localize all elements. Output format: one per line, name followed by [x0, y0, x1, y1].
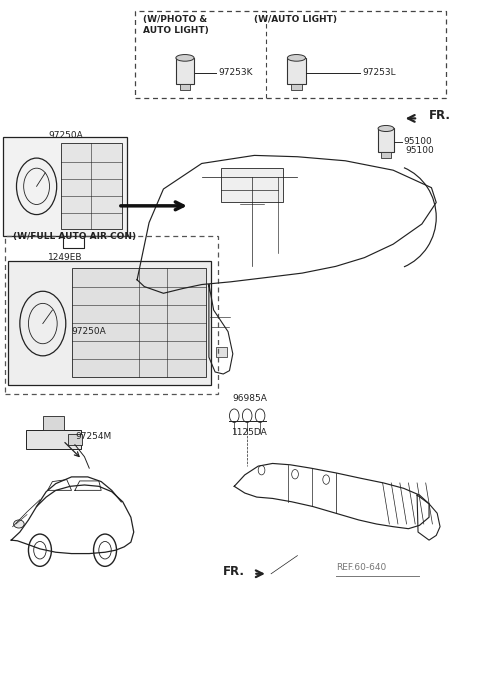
Text: FR.: FR. — [429, 109, 451, 121]
Bar — [221, 168, 283, 202]
Text: 1249EB: 1249EB — [48, 253, 83, 262]
Text: 97253K: 97253K — [218, 68, 253, 77]
Bar — [3, 137, 127, 236]
Bar — [43, 417, 64, 430]
Text: 97250A: 97250A — [72, 327, 107, 336]
Text: 97250A: 97250A — [48, 131, 83, 140]
Bar — [288, 58, 306, 84]
Bar — [25, 430, 81, 449]
Text: 95100: 95100 — [405, 146, 434, 154]
Text: 95100: 95100 — [404, 137, 432, 146]
Text: 97254M: 97254M — [75, 432, 111, 441]
Bar — [68, 434, 82, 445]
Bar — [176, 58, 194, 84]
Bar — [72, 268, 205, 377]
Text: 96985A: 96985A — [232, 394, 267, 403]
Text: REF.60-640: REF.60-640 — [336, 563, 386, 572]
Text: (W/PHOTO &
AUTO LIGHT): (W/PHOTO & AUTO LIGHT) — [143, 16, 208, 35]
Bar — [60, 144, 122, 229]
Ellipse shape — [288, 55, 306, 61]
Bar — [216, 347, 227, 357]
Bar — [8, 261, 211, 386]
Bar — [291, 84, 302, 90]
Text: 97253L: 97253L — [362, 68, 396, 77]
Text: (W/AUTO LIGHT): (W/AUTO LIGHT) — [253, 16, 336, 24]
Ellipse shape — [176, 55, 194, 61]
Text: (W/FULL AUTO AIR CON): (W/FULL AUTO AIR CON) — [12, 233, 136, 241]
Text: 1125DA: 1125DA — [232, 428, 267, 437]
Bar — [378, 129, 394, 152]
Bar — [180, 84, 191, 90]
Text: FR.: FR. — [223, 565, 245, 578]
Ellipse shape — [13, 520, 24, 528]
Bar — [381, 152, 391, 158]
Ellipse shape — [378, 125, 394, 131]
